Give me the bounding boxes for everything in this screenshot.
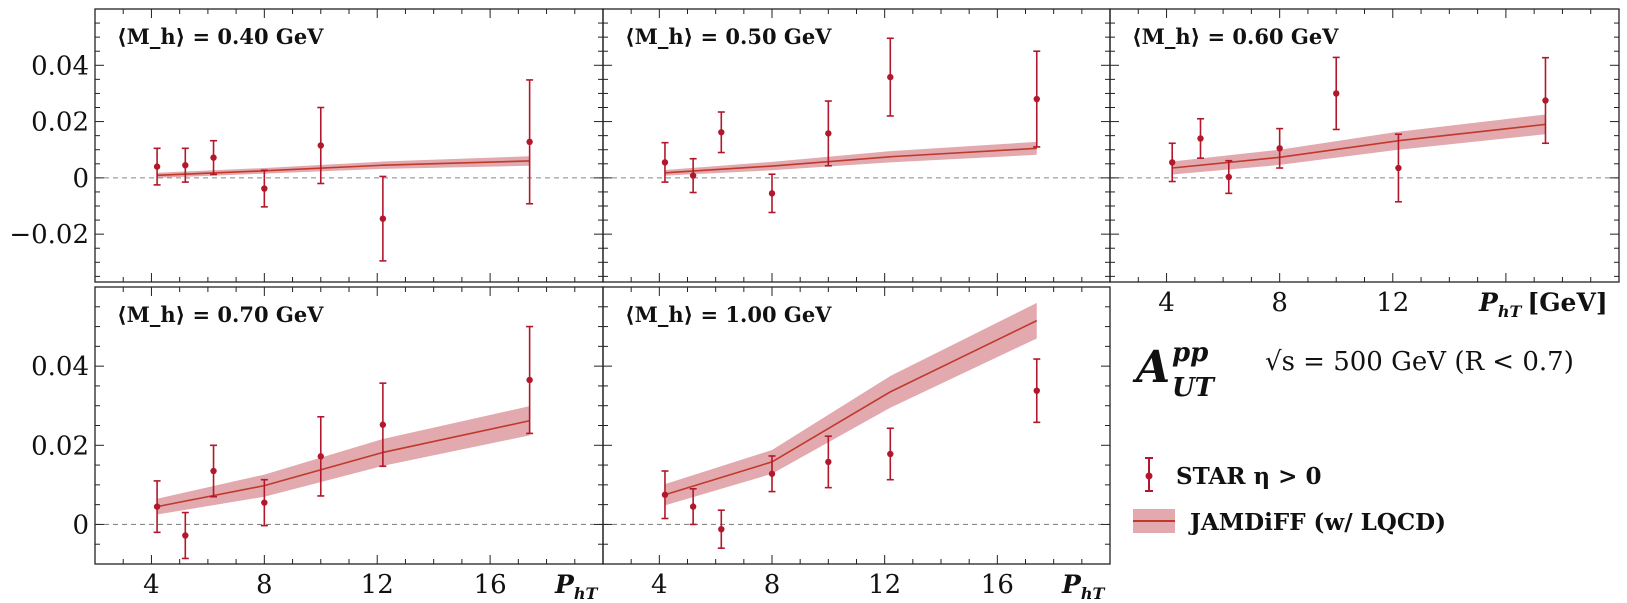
y-tick-label: −0.02 [9,220,89,250]
panel-title: ⟨M_h⟩ = 1.00 GeV [625,302,832,327]
data-point [1225,159,1233,195]
data-point [1394,133,1402,203]
model-band [157,406,530,515]
model-central-line [664,319,1038,496]
legend-band-swatch [1133,509,1175,533]
data-point [886,37,894,117]
legend-data-label: STAR η > 0 [1176,463,1321,490]
panel-title: ⟨M_h⟩ = 0.40 GeV [117,24,324,49]
x-tick-label: 12 [868,570,901,600]
panel-3: 4 8 12 PhT [GeV] ⟨M_h⟩ = 0.60 GeV [1109,8,1620,321]
model-band [664,302,1037,506]
data-point [317,106,325,185]
panel-4: 0 0.02 0.04 4 8 12 16 PhT ⟨M_h⟩ = 0.70 GeV [31,286,604,603]
data-point [210,444,218,498]
data-point [1541,56,1549,145]
panel-2: ⟨M_h⟩ = 0.50 GeV [602,8,1111,283]
data-point [717,111,725,154]
model-central-line [157,160,530,177]
y-tick-label: 0 [72,510,89,540]
observable-symbol: A [1132,342,1170,393]
x-tick-label: 8 [256,570,273,600]
x-tick-label: 12 [361,570,394,600]
data-point [181,511,189,560]
legend-model-label: JAMDiFF (w/ LQCD) [1188,509,1446,536]
data-point [153,147,161,186]
panels-layer: −0.02 0 0.02 0.04 ⟨M_h⟩ = 0.40 GeV ⟨M_h⟩ = 0.… [9,8,1620,603]
panel-1: −0.02 0 0.02 0.04 ⟨M_h⟩ = 0.40 GeV [9,8,604,283]
data-point [886,427,894,481]
panel-frame [94,8,604,283]
data-point [379,382,387,468]
data-point [526,325,534,435]
data-point [1332,56,1340,131]
data-point [661,470,669,520]
data-point [824,435,832,489]
data-point [181,147,189,183]
y-tick-label: 0 [72,164,89,194]
data-point [717,509,725,549]
data-point [317,415,325,497]
x-tick-label: 8 [764,570,781,600]
energy-label: √s = 500 GeV (R < 0.7) [1265,347,1574,377]
data-point [210,139,218,176]
data-point [260,478,268,527]
x-axis-title: PhT [GeV] [1478,288,1608,321]
data-point [1276,127,1284,169]
data-point [689,157,697,194]
data-point [1033,358,1041,424]
data-point [768,173,776,214]
data-point [1196,117,1204,159]
x-tick-label: 16 [981,570,1014,600]
y-tick-label: 0.04 [31,51,89,81]
x-tick-label: 4 [1158,288,1175,318]
x-tick-label: 8 [1271,288,1288,318]
data-point [824,100,832,167]
panel-title: ⟨M_h⟩ = 0.60 GeV [1132,24,1339,49]
panel-title: ⟨M_h⟩ = 0.50 GeV [625,24,832,49]
x-tick-label: 4 [143,570,160,600]
panel-title: ⟨M_h⟩ = 0.70 GeV [117,302,324,327]
observable-superscript: pp [1172,338,1208,368]
y-tick-label: 0.02 [31,431,89,461]
y-tick-label: 0.04 [31,352,89,382]
data-point [526,79,534,205]
x-axis-title: PhT [1061,570,1105,603]
data-point [768,455,776,493]
panel-5: 4 8 12 16 PhT ⟨M_h⟩ = 1.00 GeV [602,286,1111,603]
data-point [260,169,268,208]
model-central-line [664,147,1037,174]
x-tick-label: 12 [1376,288,1409,318]
x-tick-label: 4 [651,570,668,600]
legend-data-marker [1145,457,1153,492]
data-point [153,480,161,534]
data-point [1033,50,1041,148]
observable-block: A pp UT √s = 500 GeV (R < 0.7) [1132,338,1574,403]
model-central-line [1172,123,1546,169]
legend: STAR η > 0 JAMDiFF (w/ LQCD) [1133,457,1446,536]
data-point [1168,142,1176,183]
y-tick-label: 0.02 [31,108,89,138]
data-point [379,175,387,262]
x-tick-label: 16 [474,570,507,600]
data-point [661,141,669,183]
data-point [689,488,697,526]
x-axis-title: PhT [554,570,598,603]
observable-subscript: UT [1172,373,1216,403]
